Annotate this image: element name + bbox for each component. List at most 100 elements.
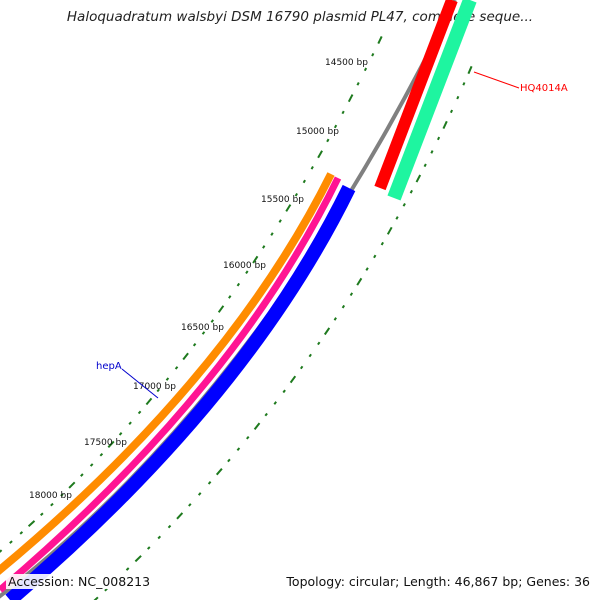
tick-mark — [0, 549, 3, 553]
tick-mark — [377, 35, 383, 45]
tick-mark — [467, 65, 473, 75]
tick-mark — [80, 473, 84, 477]
tick-mark — [253, 422, 261, 431]
tick-mark — [167, 524, 172, 529]
tick-mark — [93, 596, 99, 600]
tick-mark — [317, 341, 321, 346]
outer-tick-marks — [0, 35, 383, 553]
tick-mark — [299, 365, 304, 370]
tick-mark — [402, 203, 406, 207]
gene-label-hepa[interactable]: hepA — [96, 361, 122, 372]
tick-mark — [333, 124, 338, 129]
tick-mark — [289, 375, 297, 384]
tick-mark — [333, 317, 337, 321]
tick-mark — [145, 397, 153, 406]
feature-green-arc[interactable] — [387, 0, 477, 201]
feature-red-arc[interactable] — [374, 0, 458, 191]
tick-mark — [294, 192, 298, 197]
tick-mark — [228, 295, 232, 299]
tick-mark — [104, 587, 108, 592]
tick-mark — [27, 520, 36, 528]
tick-mark — [165, 377, 170, 381]
tick-mark — [310, 166, 314, 170]
tick-mark — [462, 82, 466, 86]
tick-mark — [236, 282, 241, 287]
tick-mark — [50, 502, 54, 507]
feature-blue-arc[interactable] — [5, 184, 356, 600]
tick-mark — [415, 174, 422, 183]
tick-mark — [118, 432, 123, 436]
tick-mark — [386, 226, 393, 235]
tick-mark — [176, 512, 184, 520]
tick-mark — [227, 458, 231, 463]
tick-mark — [282, 389, 286, 394]
tick-mark — [107, 440, 115, 448]
inner-tick-marks — [93, 65, 473, 600]
tick-mark — [99, 452, 104, 457]
tick-mark — [371, 52, 375, 57]
tick-label: 17000 bp — [133, 382, 176, 392]
tick-mark — [217, 305, 225, 313]
feature-magenta-arc[interactable] — [0, 176, 342, 593]
tick-mark — [442, 120, 448, 130]
tick-mark — [68, 481, 76, 489]
tick-label: 14500 bp — [325, 58, 368, 68]
tick-label: 15000 bp — [296, 127, 339, 137]
tick-mark — [182, 352, 189, 361]
tick-label: 18000 bp — [29, 491, 72, 501]
tick-mark — [262, 245, 266, 249]
gene-leader-line — [473, 71, 520, 89]
tick-mark — [347, 94, 354, 103]
tick-mark — [380, 241, 384, 246]
map-title: Haloquadratum walsbyi DSM 16790 plasmid … — [66, 9, 534, 25]
tick-mark — [285, 204, 292, 212]
tick-mark — [409, 189, 413, 194]
accession-text: Accession: NC_008213 — [6, 574, 153, 589]
tick-mark — [326, 138, 330, 143]
tick-mark — [157, 535, 162, 540]
tick-mark — [278, 219, 282, 223]
tick-mark — [264, 412, 268, 417]
tick-mark — [423, 163, 427, 168]
genome-summary: Topology: circular; Length: 46,867 bp; G… — [284, 574, 592, 589]
tick-mark — [308, 353, 312, 358]
tick-mark — [197, 492, 202, 496]
tick-mark — [395, 216, 399, 220]
tick-mark — [128, 421, 132, 425]
tick-mark — [156, 388, 160, 393]
tick-mark — [210, 319, 214, 323]
tick-mark — [341, 110, 345, 115]
tick-mark — [89, 463, 94, 467]
tick-label: 16500 bp — [181, 323, 224, 333]
tick-mark — [317, 150, 323, 159]
tick-mark — [341, 304, 346, 309]
feature-orange-arc[interactable] — [0, 172, 335, 578]
tick-label: 17500 bp — [84, 438, 127, 448]
tick-mark — [430, 150, 434, 154]
tick-mark — [188, 503, 192, 507]
tick-mark — [174, 366, 179, 370]
tick-mark — [125, 567, 130, 571]
gene-label-hq4014a[interactable]: HQ4014A — [520, 83, 568, 94]
tick-mark — [270, 232, 274, 236]
tick-label: 15500 bp — [261, 195, 304, 205]
tick-mark — [207, 481, 212, 485]
tick-mark — [356, 82, 360, 86]
tick-mark — [137, 410, 142, 415]
tick-mark — [323, 327, 331, 336]
tick-mark — [245, 270, 249, 274]
tick-mark — [201, 331, 206, 335]
tick-mark — [302, 179, 306, 184]
tick-mark — [356, 277, 363, 286]
tick-mark — [363, 67, 368, 72]
tick-label: 16000 bp — [223, 261, 266, 271]
tick-mark — [19, 531, 24, 535]
tick-mark — [436, 136, 441, 141]
tick-mark — [134, 555, 142, 563]
gene-leader-line — [121, 368, 159, 399]
tick-mark — [40, 512, 44, 516]
tick-mark — [9, 540, 13, 544]
tick-mark — [365, 267, 369, 271]
tick-mark — [146, 546, 151, 550]
